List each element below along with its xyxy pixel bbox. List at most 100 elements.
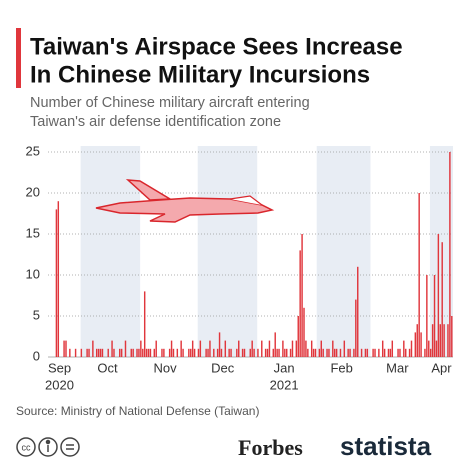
bar — [408, 348, 411, 357]
bar — [397, 348, 399, 357]
bar — [282, 340, 284, 357]
bar — [176, 348, 179, 357]
statista-logo: statista — [340, 431, 432, 461]
chart-subtitle: Taiwan's air defense identification zone — [30, 114, 281, 130]
bar — [228, 348, 230, 357]
bar — [197, 348, 200, 357]
accent-bar — [16, 28, 21, 88]
bar — [314, 348, 317, 357]
month-bands — [80, 146, 453, 357]
bar — [383, 348, 386, 357]
bar — [111, 340, 113, 357]
bar — [443, 324, 445, 357]
bar — [391, 340, 394, 357]
bar — [387, 348, 390, 357]
y-tick-label: 15 — [26, 225, 40, 240]
bar — [326, 348, 328, 357]
bar — [130, 348, 132, 357]
bar — [57, 201, 60, 357]
month-band — [316, 146, 371, 357]
bar — [347, 348, 349, 357]
bar — [366, 348, 369, 357]
bar — [101, 348, 104, 357]
bar — [264, 348, 267, 357]
bar — [364, 348, 367, 357]
chart-title: In Chinese Military Incursions — [30, 61, 370, 88]
bar — [209, 340, 211, 357]
bar — [55, 209, 58, 357]
bar — [414, 332, 417, 357]
bar — [145, 348, 148, 357]
bar — [253, 348, 255, 357]
bar — [69, 348, 71, 357]
bar — [95, 348, 98, 357]
bar — [360, 348, 363, 357]
bar — [180, 340, 182, 357]
bar — [88, 348, 90, 357]
bar — [307, 348, 309, 357]
bar — [220, 348, 223, 357]
x-tick-label: Sep — [48, 360, 71, 375]
bar — [428, 340, 430, 357]
bar — [301, 234, 303, 357]
bar — [420, 332, 422, 357]
y-tick-label: 10 — [26, 266, 40, 281]
bar — [429, 348, 432, 357]
bar — [433, 275, 436, 357]
bar — [439, 324, 442, 357]
bar — [424, 348, 426, 357]
bar — [416, 324, 418, 357]
bar — [216, 348, 219, 357]
bar — [218, 332, 221, 357]
bar — [266, 348, 269, 357]
bar — [426, 275, 428, 357]
forbes-logo: Forbes — [238, 435, 303, 460]
month-band — [80, 146, 141, 357]
bar — [149, 348, 152, 357]
bar — [286, 348, 288, 357]
bar — [278, 348, 280, 357]
bar — [332, 340, 334, 357]
bar — [80, 348, 83, 357]
x-tick-label: Oct — [97, 360, 118, 375]
bar — [437, 234, 440, 357]
bar — [163, 348, 165, 357]
bar — [74, 348, 77, 357]
bar — [403, 340, 405, 357]
bar — [431, 324, 434, 357]
bar — [238, 340, 240, 357]
x-tick-label: Jan — [274, 360, 295, 375]
x-tick-label: Feb — [330, 360, 352, 375]
bar — [410, 340, 413, 357]
bar — [182, 348, 184, 357]
bar — [249, 348, 251, 357]
bar — [92, 340, 94, 357]
x-tick-label: Nov — [154, 360, 178, 375]
month-band — [197, 146, 258, 357]
bar — [161, 348, 163, 357]
bar — [243, 348, 246, 357]
bar — [276, 348, 278, 357]
bar — [284, 348, 286, 357]
y-tick-label: 0 — [33, 348, 40, 363]
bar — [113, 348, 115, 357]
y-tick-label: 5 — [33, 307, 40, 322]
bar — [132, 348, 134, 357]
bar — [172, 348, 175, 357]
bar — [168, 348, 171, 357]
bar — [230, 348, 232, 357]
year-label: 2020 — [45, 377, 74, 392]
bar — [120, 348, 123, 357]
bar — [289, 348, 292, 357]
bar — [63, 340, 65, 357]
bar — [272, 348, 275, 357]
bar — [193, 348, 196, 357]
bar — [318, 348, 321, 357]
bar — [190, 348, 192, 357]
bar — [447, 324, 449, 357]
bar — [191, 340, 194, 357]
bar — [107, 348, 109, 357]
x-tick-label: Apr — [431, 360, 452, 375]
